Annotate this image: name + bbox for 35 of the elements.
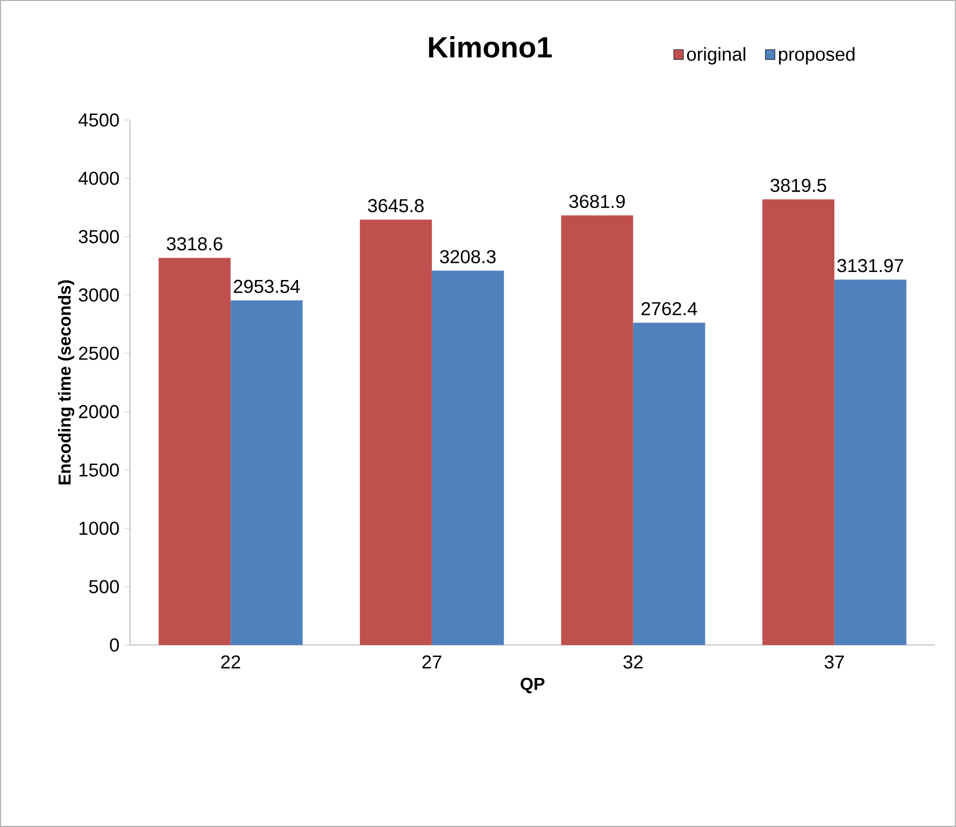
y-tick-label: 1500 — [80, 463, 119, 477]
data-label: 3208.3 — [440, 250, 496, 264]
bar — [432, 270, 504, 645]
y-tick-label: 1000 — [80, 522, 119, 535]
x-tick-label: 37 — [824, 655, 844, 669]
legend-label: original — [687, 47, 746, 65]
y-tick-label: 2500 — [79, 346, 119, 360]
y-tick-label: 500 — [89, 580, 119, 594]
data-label: 3645.8 — [368, 199, 424, 212]
bar — [633, 322, 706, 645]
data-label: 2762.4 — [642, 302, 698, 316]
x-tick-label: 22 — [221, 655, 240, 668]
data-label: 2953.54 — [234, 280, 300, 294]
bar — [561, 215, 634, 645]
y-tick-label: 4000 — [78, 172, 119, 185]
bar — [158, 258, 231, 645]
chart-title: Kimono1 — [429, 36, 552, 58]
y-tick-label: 3500 — [78, 230, 119, 244]
y-tick-label: 3000 — [78, 288, 119, 302]
data-label: 3318.6 — [166, 237, 222, 250]
bar — [230, 300, 303, 645]
data-label: 3131.97 — [837, 258, 904, 272]
bar — [834, 280, 906, 645]
x-axis-title: QP — [520, 678, 544, 694]
data-label: 3819.5 — [770, 178, 826, 192]
y-tick-label: 0 — [110, 638, 119, 652]
bar — [360, 220, 432, 645]
x-tick-label: 32 — [623, 655, 643, 669]
legend-label: proposed — [779, 47, 854, 65]
y-tick-label: 2000 — [79, 405, 119, 418]
y-tick-label: 4500 — [78, 113, 119, 127]
bar — [762, 199, 834, 645]
y-axis-title: Encoding time (seconds) — [58, 280, 74, 484]
x-tick-label: 27 — [422, 655, 442, 668]
data-label: 3681.9 — [569, 194, 625, 208]
